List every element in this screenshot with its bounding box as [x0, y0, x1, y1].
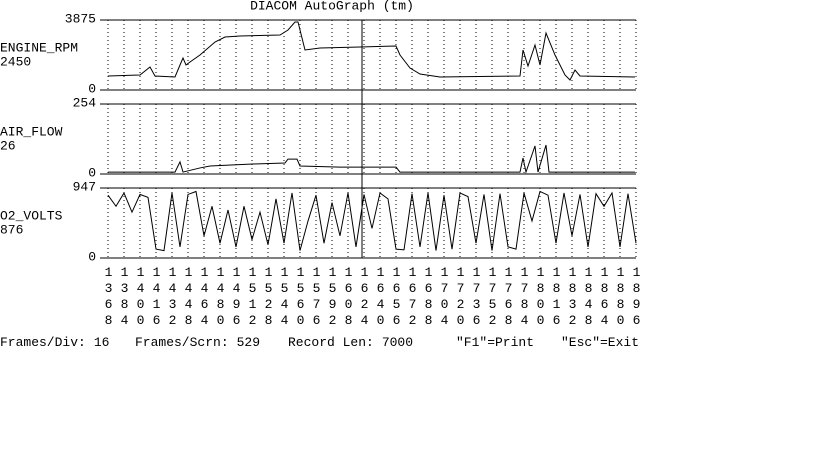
x-tick-label: 1848 [581, 265, 596, 329]
y-tick-label: 254 [73, 95, 97, 110]
x-tick-label: 1864 [597, 265, 612, 329]
chart-title: DIACOM AutoGraph (tm) [250, 0, 414, 13]
footer-item: Record Len: 7000 [288, 335, 413, 350]
x-tick-label: 1432 [165, 265, 180, 329]
x-tick-label: 1416 [149, 265, 164, 329]
x-tick-label: 1576 [309, 265, 324, 329]
x-tick-label: 1768 [501, 265, 516, 329]
footer-item: "Esc"=Exit [561, 335, 639, 350]
x-tick-label: 1704 [437, 265, 452, 329]
footer-label: "Esc"=Exit [561, 335, 640, 350]
x-tick-label: 1544 [277, 265, 292, 329]
x-tick-label: 1896 [629, 265, 644, 329]
x-tick-label: 1832 [565, 265, 580, 329]
footer-item: Frames/Scrn: 529 [135, 335, 260, 350]
x-tick-label: 1816 [549, 265, 564, 329]
series-name: O2_VOLTS [0, 208, 63, 223]
x-tick-label: 1800 [533, 265, 548, 329]
cursor-value: 2450 [0, 54, 31, 69]
data-line [107, 21, 636, 81]
x-tick-label: 1480 [213, 265, 228, 329]
x-tick-label: 1512 [245, 265, 260, 329]
x-tick-label: 1464 [197, 265, 212, 329]
x-tick-label: 1368 [101, 265, 116, 329]
cursor-value: 876 [0, 222, 23, 237]
x-tick-label: 1608 [341, 265, 356, 329]
cursor-value: 26 [0, 138, 16, 153]
x-tick-label: 1736 [469, 265, 484, 329]
x-tick-label: 1880 [613, 265, 628, 329]
footer-label: "F1"=Print [456, 335, 535, 350]
footer-item: Frames/Div: 16 [0, 335, 109, 350]
footer-value: 16 [93, 335, 110, 350]
x-tick-label: 1400 [133, 265, 148, 329]
x-tick-label: 1784 [517, 265, 532, 329]
footer-label: Frames/Div: [0, 335, 86, 350]
x-tick-label: 1688 [421, 265, 436, 329]
x-tick-label: 1592 [325, 265, 340, 329]
y-tick-label: 3875 [65, 11, 96, 26]
y-tick-label: 0 [88, 249, 96, 264]
x-tick-label: 1720 [453, 265, 468, 329]
x-tick-label: 1752 [485, 265, 500, 329]
y-tick-label: 0 [88, 165, 96, 180]
footer-label: Frames/Scrn: [135, 335, 229, 350]
x-tick-label: 1656 [389, 265, 404, 329]
data-line [108, 144, 635, 174]
x-tick-label: 1448 [181, 265, 196, 329]
series-name: AIR_FLOW [0, 124, 63, 139]
x-tick-label: 1496 [229, 265, 244, 329]
x-tick-label: 1672 [405, 265, 420, 329]
footer-item: "F1"=Print [456, 335, 534, 350]
y-tick-label: 0 [88, 81, 96, 96]
series-name: ENGINE_RPM [0, 40, 78, 55]
x-tick-label: 1384 [117, 265, 132, 329]
x-tick-label: 1560 [293, 265, 308, 329]
footer-label: Record Len: [288, 335, 374, 350]
data-line [107, 190, 637, 252]
y-tick-label: 947 [73, 179, 96, 194]
footer-value: 529 [236, 335, 261, 350]
x-tick-label: 1640 [373, 265, 388, 329]
footer-value: 7000 [381, 335, 414, 350]
x-tick-label: 1624 [357, 265, 372, 329]
x-tick-label: 1528 [261, 265, 276, 329]
